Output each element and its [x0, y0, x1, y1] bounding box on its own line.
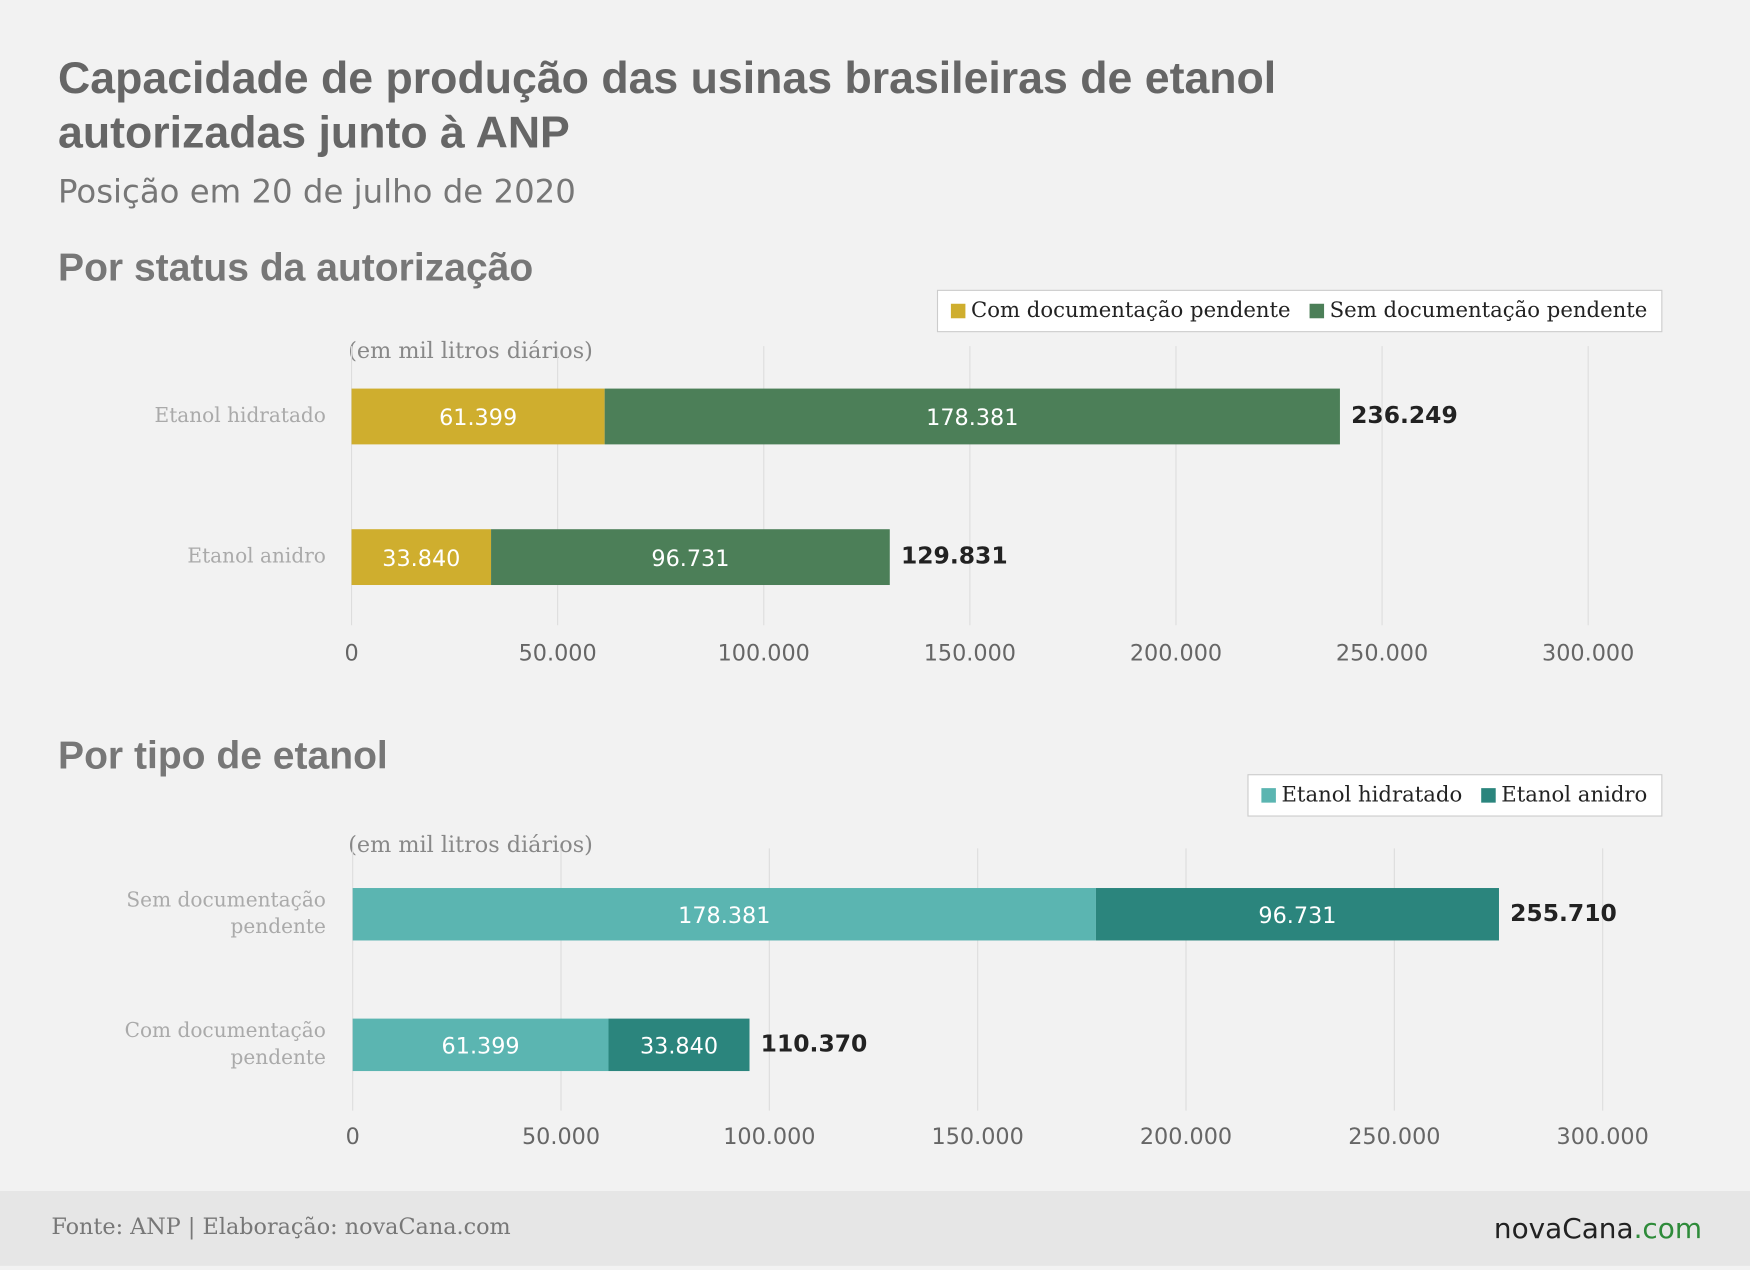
bar-segment — [604, 388, 1340, 445]
category-box: Etanol hidratado — [154, 404, 326, 428]
legend-label: Sem documentação pendente — [1330, 297, 1648, 322]
footer — [0, 1191, 1750, 1266]
x-tick-label: 300.000 — [1542, 641, 1634, 667]
total-label: 236.249 — [1351, 401, 1458, 429]
bar-segment — [352, 888, 1096, 941]
total-label: 129.831 — [901, 542, 1008, 570]
logo-name: novaCana — [1494, 1212, 1634, 1245]
y-tick-label: Com documentação pendente — [124, 1019, 326, 1070]
logo: novaCana.com — [1494, 1212, 1702, 1245]
legend-swatch — [1309, 303, 1325, 319]
title: Capacidade de produção das usinas brasil… — [58, 53, 1277, 158]
legend-label: Etanol anidro — [1501, 781, 1647, 806]
legend-label: Etanol hidratado — [1281, 781, 1462, 806]
y-tick-label: Sem documentação pendente — [126, 888, 326, 939]
bar-segment — [351, 388, 605, 445]
legend-swatch — [1261, 788, 1276, 803]
value-label: 96.731 — [651, 546, 729, 572]
value-label: 33.840 — [382, 546, 460, 572]
source: Fonte: ANP | Elaboração: novaCana.com — [51, 1214, 510, 1240]
unit-label: (em mil litros diários) — [348, 338, 593, 364]
x-tick-label: 150.000 — [932, 1124, 1024, 1150]
value-label: 61.399 — [442, 1034, 520, 1060]
category-box: Etanol anidro — [187, 544, 326, 569]
section-title: Por status da autorização — [58, 247, 533, 290]
value-label: 33.840 — [640, 1034, 718, 1060]
category-box: Sem documentação pendente — [126, 888, 326, 939]
x-tick-label: 250.000 — [1336, 641, 1428, 667]
legend-box — [1247, 774, 1663, 817]
value-label: 178.381 — [678, 903, 770, 929]
bar-segment — [608, 1018, 750, 1072]
bar-segment — [352, 1018, 609, 1072]
x-tick-label: 0 — [344, 641, 358, 667]
legend-label: Com documentação pendente — [971, 297, 1291, 322]
x-tick-label: 100.000 — [723, 1124, 815, 1150]
x-tick-label: 150.000 — [924, 641, 1016, 667]
legend-swatch — [1481, 788, 1496, 803]
title-box: Capacidade de produção das usinas brasil… — [58, 53, 1277, 158]
subtitle: Posição em 20 de julho de 2020 — [58, 172, 576, 210]
value-label: 61.399 — [439, 405, 517, 431]
x-tick-label: 200.000 — [1130, 641, 1222, 667]
section-title: Por tipo de etanol — [58, 734, 388, 777]
logo-suffix: .com — [1634, 1212, 1702, 1245]
value-label: 178.381 — [926, 405, 1018, 431]
value-label: 96.731 — [1258, 903, 1336, 929]
bar-segment — [491, 529, 890, 586]
bar-segment — [1095, 888, 1499, 941]
y-tick-label: Etanol hidratado — [154, 404, 326, 428]
legend-swatch — [950, 303, 966, 319]
x-tick-label: 50.000 — [522, 1124, 600, 1150]
x-tick-label: 250.000 — [1348, 1124, 1440, 1150]
unit-label: (em mil litros diários) — [348, 832, 593, 858]
x-tick-label: 300.000 — [1557, 1124, 1649, 1150]
total-label: 110.370 — [761, 1029, 868, 1057]
legend-box — [936, 289, 1663, 333]
x-tick-label: 200.000 — [1140, 1124, 1232, 1150]
total-label: 255.710 — [1510, 899, 1617, 927]
x-tick-label: 0 — [346, 1124, 360, 1150]
y-tick-label: Etanol anidro — [187, 544, 326, 569]
x-tick-label: 100.000 — [718, 641, 810, 667]
x-tick-label: 50.000 — [519, 641, 597, 667]
category-box: Com documentação pendente — [124, 1019, 326, 1070]
bar-segment — [351, 529, 492, 586]
